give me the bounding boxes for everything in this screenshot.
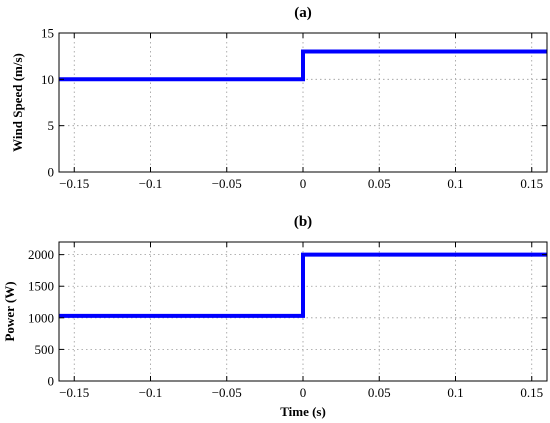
x-tick-label: −0.15: [59, 176, 89, 191]
x-axis-label: Time (s): [280, 404, 326, 419]
y-tick-label: 15: [41, 26, 54, 41]
y-tick-label: 500: [35, 342, 55, 357]
chart-panel-2: −0.15 −0.1 −0.05 0 0.05 0.1 0.15 0 500 1000 1500 20…: [2, 214, 548, 419]
y-tick-label: 1500: [28, 279, 54, 294]
x-tick-label: 0.05: [368, 385, 391, 400]
x-tick-label: −0.15: [59, 385, 89, 400]
x-tick-label: 0.15: [520, 176, 543, 191]
x-tick-label: −0.1: [139, 385, 163, 400]
y-tick-label: 10: [41, 72, 54, 87]
chart-title: (a): [294, 5, 312, 21]
y-tick-label: 0: [48, 165, 55, 180]
series-line: [59, 49, 547, 82]
x-tick-label: 0.1: [447, 385, 463, 400]
x-tick-label: −0.05: [212, 385, 242, 400]
x-tick-label: 0: [300, 385, 307, 400]
y-axis-label: Power (W): [2, 281, 17, 341]
y-tick-label: 1000: [28, 310, 54, 325]
x-tick-label: −0.1: [139, 176, 163, 191]
x-tick-label: 0.05: [368, 176, 391, 191]
y-tick-label: 5: [48, 118, 55, 133]
x-tick-label: −0.05: [212, 176, 242, 191]
y-tick-label: 0: [48, 374, 55, 389]
x-tick-label: 0.1: [447, 176, 463, 191]
y-tick-label: 2000: [28, 247, 54, 262]
x-tick-label: 0.15: [520, 385, 543, 400]
chart-panel-1: −0.15 −0.1 −0.05 0 0.05 0.1 0.15 0 5 10 15 (a) Wind …: [10, 5, 548, 191]
x-tick-label: 0: [300, 176, 307, 191]
chart-title: (b): [294, 214, 312, 230]
series-line: [59, 252, 547, 318]
y-axis-label: Wind Speed (m/s): [10, 53, 25, 152]
